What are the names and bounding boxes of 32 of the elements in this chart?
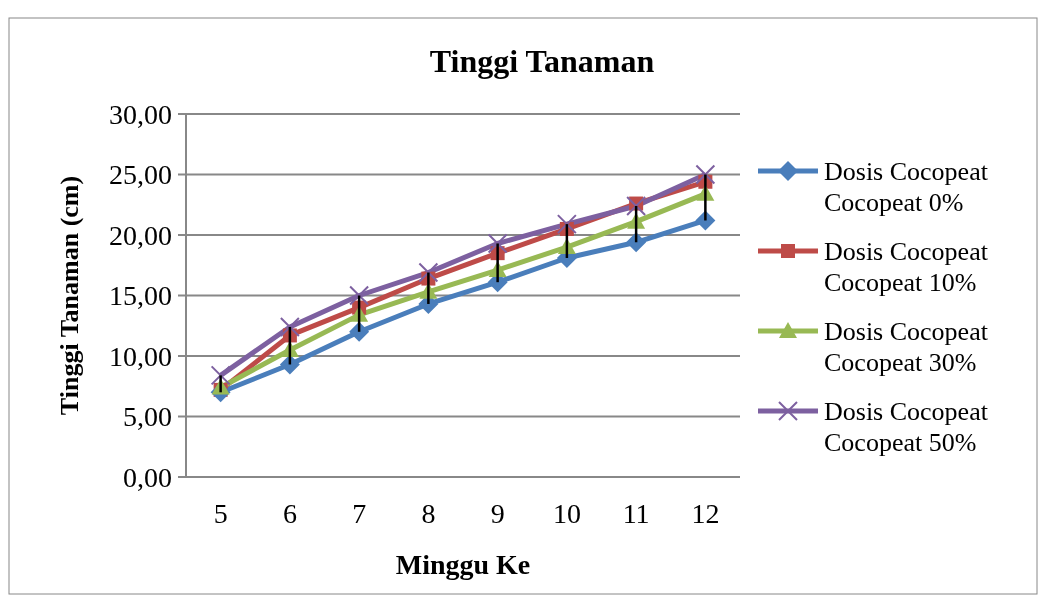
x-tick-label: 8 <box>421 498 436 529</box>
point <box>210 365 231 386</box>
y-tick-label: 15,00 <box>109 280 172 312</box>
x-tick-label: 7 <box>352 498 367 529</box>
point <box>418 262 439 283</box>
legend-label: Dosis Cocopeat Cocopeat 10% <box>824 237 989 298</box>
x-tick-label: 5 <box>213 498 228 529</box>
x-tick-label: 10 <box>552 498 581 529</box>
point <box>626 232 647 253</box>
legend-label: Dosis Cocopeat Cocopeat 30% <box>824 317 989 378</box>
point <box>349 285 370 306</box>
y-tick-label: 0,00 <box>123 461 172 493</box>
legend-label: Dosis Cocopeat Cocopeat 50% <box>824 397 989 458</box>
x-tick-label: 12 <box>691 498 720 529</box>
point <box>695 164 716 185</box>
legend-label: Dosis Cocopeat Cocopeat 0% <box>824 157 989 218</box>
y-tick-label: 5,00 <box>123 401 172 433</box>
chart-title: Tinggi Tanaman <box>429 43 655 79</box>
point <box>487 233 508 254</box>
point <box>279 316 300 337</box>
point <box>626 195 647 216</box>
x-axis-title: Minggu Ke <box>395 549 531 580</box>
y-tick-label: 10,00 <box>109 340 172 372</box>
x-tick-label: 9 <box>490 498 505 529</box>
point <box>349 321 370 342</box>
x-tick-label: 11 <box>622 498 650 529</box>
y-tick-label: 20,00 <box>109 219 172 251</box>
y-tick-label: 30,00 <box>109 98 172 130</box>
point <box>556 214 577 235</box>
y-tick-label: 25,00 <box>109 159 172 191</box>
y-axis-title: Tinggi Tanaman (cm) <box>55 175 84 416</box>
x-tick-label: 6 <box>282 498 297 529</box>
